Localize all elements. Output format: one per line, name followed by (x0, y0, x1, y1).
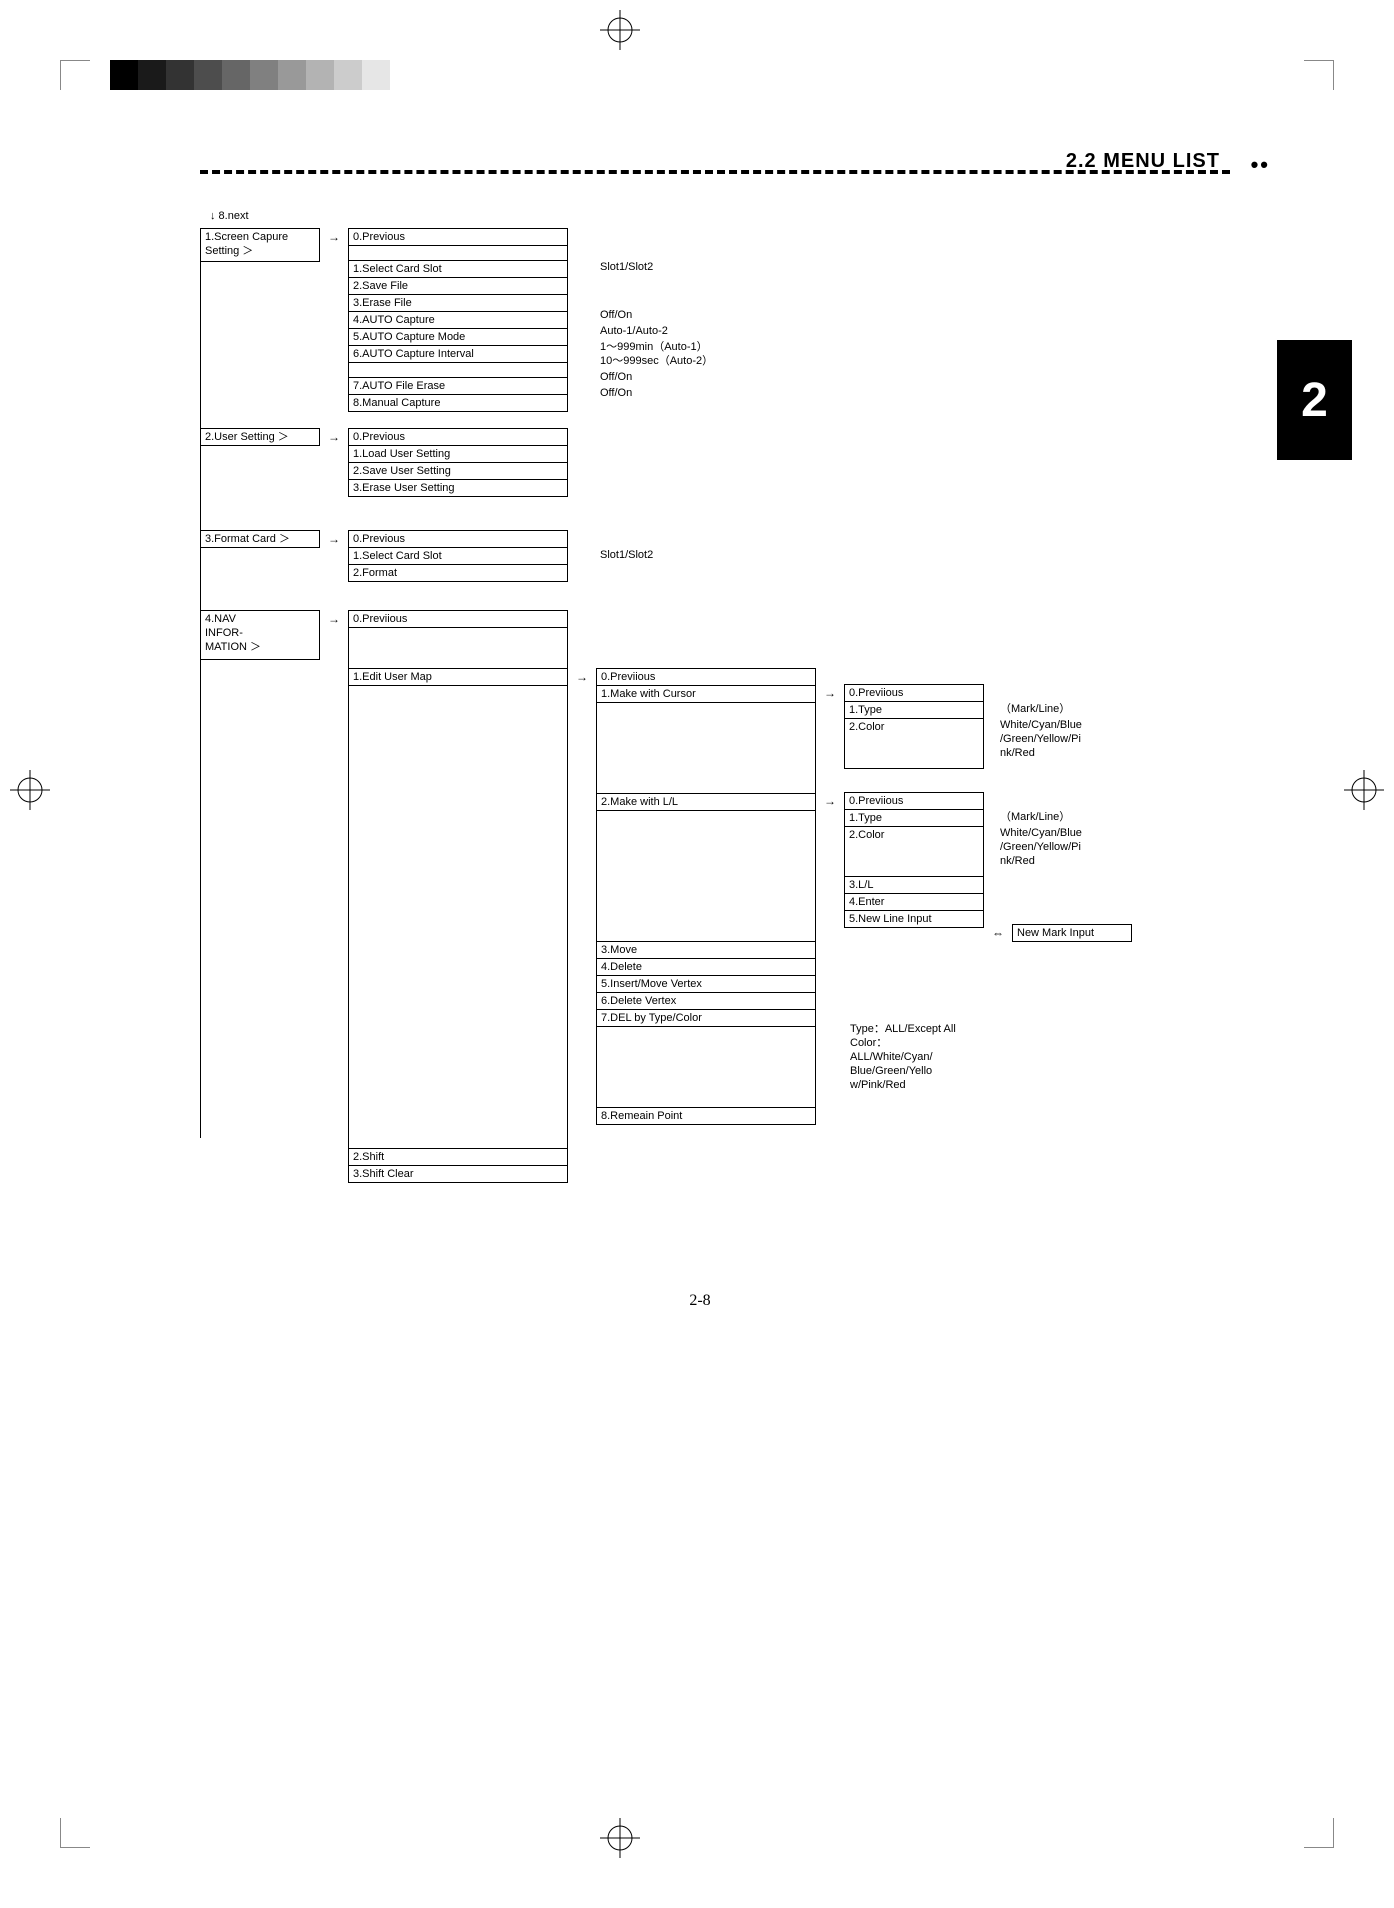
fc-item: 1.Select Card Slot (348, 548, 568, 565)
sc-item: 5.AUTO Capture Mode (348, 329, 568, 346)
ni-shift-clear: 3.Shift Clear (348, 1166, 568, 1183)
ni-prev: 0.Previious (348, 610, 568, 628)
swap-icon: ⇔ (992, 926, 1004, 940)
sc-item: 3.Erase File (348, 295, 568, 312)
grayscale-chip (250, 60, 278, 90)
us-item: 1.Load User Setting (348, 446, 568, 463)
sc-item: 2.Save File (348, 278, 568, 295)
eum-make-ll: 2.Make with L/L (596, 793, 816, 811)
sc-value: 1～999min（Auto-1） 10～999sec（Auto-2） (600, 340, 713, 368)
eum-del-by-type: 7.DEL by Type/Color (596, 1010, 816, 1027)
us-prev: 0.Previous (348, 428, 568, 446)
eum-remain: 8.Remeain Point (596, 1107, 816, 1125)
sc-item: 1.Select Card Slot (348, 260, 568, 278)
mc-type: 1.Type (844, 702, 984, 719)
arrow-icon: → (328, 532, 340, 546)
fc-item: 2.Format (348, 565, 568, 582)
grayscale-chip (194, 60, 222, 90)
grayscale-strip (110, 60, 418, 90)
arrow-icon: → (328, 612, 340, 626)
grayscale-chip (390, 60, 418, 90)
arrow-icon: → (824, 686, 836, 700)
arrow-icon: → (824, 794, 836, 808)
sc-item: 6.AUTO Capture Interval (348, 346, 568, 363)
sc-item: 7.AUTO File Erase (348, 377, 568, 395)
grayscale-chip (362, 60, 390, 90)
eum-delete-vertex: 6.Delete Vertex (596, 993, 816, 1010)
eum-delete: 4.Delete (596, 959, 816, 976)
grayscale-chip (110, 60, 138, 90)
sc-value: Auto-1/Auto-2 (600, 324, 668, 338)
header-rule (200, 170, 1230, 174)
crop-mark-top (600, 10, 640, 50)
us-item: 2.Save User Setting (348, 463, 568, 480)
sc-item: 8.Manual Capture (348, 395, 568, 412)
eum-insert-vertex: 5.Insert/Move Vertex (596, 976, 816, 993)
sc-prev: 0.Previous (348, 228, 568, 246)
l1-format-card: 3.Format Card ＞ (200, 530, 320, 548)
sc-value: Off/On (600, 386, 632, 400)
mc-type-value: （Mark/Line） (1000, 702, 1070, 716)
mll-color: 2.Color (844, 827, 984, 877)
tree-rule-level1 (200, 228, 201, 1138)
mll-enter: 4.Enter (844, 894, 984, 911)
chapter-tab: 2 (1277, 340, 1352, 460)
mc-color: 2.Color (844, 719, 984, 769)
mll-ll: 3.L/L (844, 877, 984, 894)
grayscale-chip (138, 60, 166, 90)
us-item: 3.Erase User Setting (348, 480, 568, 497)
grayscale-chip (278, 60, 306, 90)
arrow-icon: → (576, 670, 588, 684)
mll-new-line: 5.New Line Input (844, 911, 984, 928)
mll-type-value: （Mark/Line） (1000, 810, 1070, 824)
crop-mark-right (1344, 770, 1384, 810)
l1-screen-capture: 1.Screen Capure Setting ＞ (200, 228, 320, 262)
ni-edit-user-map: 1.Edit User Map (348, 668, 568, 686)
grayscale-chip (166, 60, 194, 90)
eum-move: 3.Move (596, 941, 816, 959)
eum-make-cursor: 1.Make with Cursor (596, 686, 816, 703)
eum-prev: 0.Previious (596, 668, 816, 686)
grayscale-chip (306, 60, 334, 90)
sc-value: Slot1/Slot2 (600, 260, 653, 274)
mll-color-value: White/Cyan/Blue /Green/Yellow/Pi nk/Red (1000, 826, 1140, 868)
mll-new-mark: New Mark Input (1012, 924, 1132, 942)
eum-del-by-type-value: Type：ALL/Except All Color： ALL/White/Cya… (850, 1022, 990, 1092)
page-number: 2-8 (689, 1292, 710, 1310)
grayscale-chip (222, 60, 250, 90)
ni-shift: 2.Shift (348, 1148, 568, 1166)
sc-value: Off/On (600, 370, 632, 384)
fc-value: Slot1/Slot2 (600, 548, 653, 562)
arrow-icon: → (328, 430, 340, 444)
header-dots: •• (1251, 152, 1270, 178)
mc-prev: 0.Previious (844, 684, 984, 702)
sc-value: Off/On (600, 308, 632, 322)
next-label: ↓ 8.next (210, 210, 249, 222)
crop-mark-left (10, 770, 50, 810)
mc-color-value: White/Cyan/Blue /Green/Yellow/Pi nk/Red (1000, 718, 1140, 760)
mll-type: 1.Type (844, 810, 984, 827)
l1-user-setting: 2.User Setting ＞ (200, 428, 320, 446)
l1-nav-info: 4.NAV INFOR- MATION ＞ (200, 610, 320, 660)
fc-prev: 0.Previous (348, 530, 568, 548)
mll-prev: 0.Previious (844, 792, 984, 810)
grayscale-chip (334, 60, 362, 90)
sc-item: 4.AUTO Capture (348, 312, 568, 329)
arrow-icon: → (328, 230, 340, 244)
